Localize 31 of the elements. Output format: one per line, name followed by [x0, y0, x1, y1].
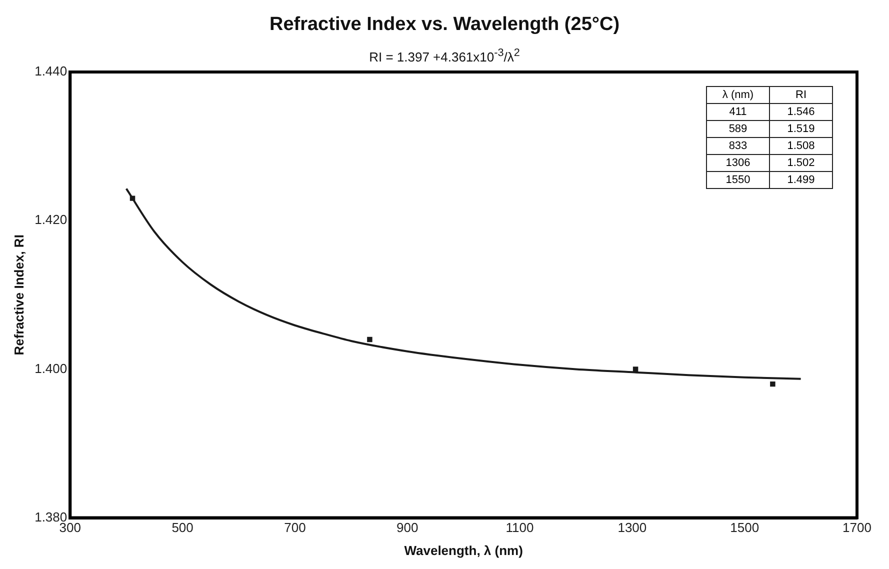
y-tick-label: 1.400 [34, 360, 68, 376]
x-tick-label: 900 [396, 520, 418, 536]
annotation: 1550 [706, 172, 770, 188]
x-tick-label: 1100 [506, 520, 534, 536]
annotation: 1.499 [770, 172, 832, 188]
annotation: 833 [706, 138, 770, 154]
annotation: 1.508 [770, 138, 832, 154]
point [632, 366, 638, 372]
point [130, 196, 136, 201]
annotation: 1306 [706, 154, 770, 172]
x-tick-label: 1700 [842, 520, 872, 536]
annotation: RI [770, 86, 832, 104]
annotation: 1.502 [770, 154, 832, 172]
x-tick-label: 1300 [618, 520, 647, 536]
annotation: λ (nm) [706, 86, 770, 104]
point [770, 381, 776, 387]
x-tick-label: 1500 [730, 520, 760, 536]
y-tick-label: 1.420 [34, 212, 68, 228]
x-tick-label: 700 [284, 520, 306, 536]
annotation: 1.519 [770, 120, 832, 138]
line-series [125, 188, 802, 380]
y-axis-title: Refractive Index, RI [11, 234, 26, 356]
annotation: 411 [706, 104, 770, 120]
chart-subtitle: RI = 1.397 +4.361x10$^{-3}$/λ$^{2}$ [368, 47, 521, 64]
x-tick-label: 500 [172, 520, 194, 536]
annotation: 589 [706, 120, 770, 138]
chart-title: Refractive Index vs. Wavelength (25°C) [268, 14, 621, 36]
y-tick-label: 1.440 [34, 64, 68, 79]
point [367, 336, 372, 342]
x-axis-title: Wavelength, λ (nm) [404, 542, 523, 558]
annotation: 1.546 [770, 104, 832, 120]
